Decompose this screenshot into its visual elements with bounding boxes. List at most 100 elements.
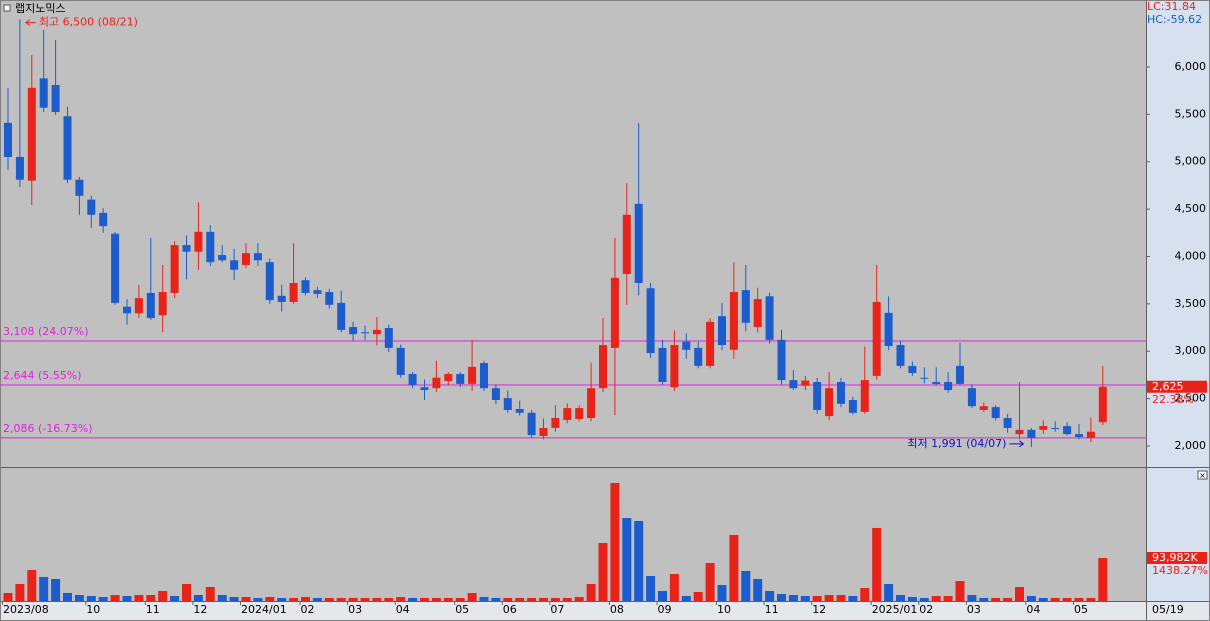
- volume-bar: [301, 597, 310, 601]
- candle-body: [825, 388, 834, 417]
- y-tick-label: 2,500: [1175, 392, 1207, 405]
- candle-body: [1027, 429, 1036, 438]
- volume-bar: [205, 587, 215, 601]
- volume-bar: [336, 597, 346, 601]
- y-tick-label: 3,000: [1175, 344, 1207, 357]
- volume-bar: [800, 596, 810, 601]
- candle-body: [789, 380, 798, 389]
- candle-body: [575, 408, 584, 419]
- candle-body: [706, 321, 715, 366]
- volume-bar: [217, 595, 227, 601]
- candle-body: [491, 388, 500, 401]
- volume-bar: [491, 597, 501, 601]
- candle-body: [1051, 427, 1060, 429]
- lc-label: LC:31.84: [1147, 0, 1196, 13]
- volume-bar: [1098, 558, 1108, 601]
- chart-title: 랩지노믹스: [15, 2, 66, 15]
- volume-bar: [265, 597, 275, 601]
- volume-bar: [753, 578, 763, 601]
- candle-body: [1003, 418, 1012, 428]
- volume-bar: [788, 595, 798, 601]
- x-tick-label: 04: [396, 603, 410, 616]
- y-tick-label: 5,000: [1175, 155, 1207, 168]
- low-arrow: [1009, 440, 1025, 448]
- x-tick-label: 08: [610, 603, 624, 616]
- volume-bar: [420, 597, 429, 601]
- x-tick-label: 11: [765, 603, 779, 616]
- x-tick-label: 12: [193, 603, 207, 616]
- candle-body: [1075, 434, 1083, 437]
- candle-body: [1015, 429, 1024, 435]
- volume-bar: [27, 569, 37, 601]
- candle-body: [1098, 386, 1107, 423]
- y-tick-label: 3,500: [1175, 297, 1207, 310]
- candle-body: [813, 382, 822, 410]
- date-label: 05/19: [1152, 603, 1184, 616]
- candle-body: [563, 408, 572, 420]
- volume-bar: [515, 597, 525, 601]
- candle-body: [944, 382, 953, 391]
- candle-body: [111, 233, 120, 303]
- volume-bar: [705, 562, 715, 601]
- volume-bar: [896, 595, 905, 601]
- volume-bar: [348, 597, 358, 601]
- candle-body: [170, 245, 179, 293]
- volume-bar: [598, 542, 608, 601]
- volume-bar: [372, 597, 382, 601]
- volume-bar: [74, 595, 84, 601]
- plot-background: [0, 0, 1146, 601]
- volume-bar: [182, 583, 191, 601]
- volume-bar: [467, 592, 477, 601]
- candle-body: [349, 327, 358, 335]
- candle-body: [87, 199, 96, 215]
- candle-body: [1063, 426, 1072, 435]
- x-tick-label: 2025/01: [872, 603, 918, 616]
- last-volume-box: [1147, 552, 1207, 565]
- volume-bar: [979, 597, 989, 601]
- candle-body: [313, 290, 322, 294]
- candle-body: [979, 406, 988, 410]
- volume-bar: [1026, 596, 1036, 601]
- candle-body: [253, 253, 262, 261]
- volume-bar: [741, 570, 751, 601]
- candle-body: [480, 363, 488, 389]
- x-tick-label: 03: [348, 603, 362, 616]
- volume-bar: [693, 591, 703, 601]
- candle-body: [182, 245, 191, 252]
- candle-body: [658, 347, 667, 383]
- candle-body: [456, 373, 465, 384]
- candle-body: [837, 382, 845, 404]
- volume-bar: [1015, 587, 1024, 601]
- volume-bar: [622, 518, 632, 601]
- volume-bar: [229, 597, 239, 601]
- volume-bar: [991, 597, 1001, 601]
- x-tick-label: 07: [550, 603, 564, 616]
- volume-bar: [717, 584, 727, 601]
- volume-bar: [134, 595, 144, 601]
- volume-bar: [443, 597, 453, 601]
- candle-body: [587, 388, 596, 419]
- last-price-label: 2,625: [1152, 380, 1184, 393]
- candle-body: [932, 382, 941, 384]
- volume-bar: [943, 596, 953, 601]
- volume-bar: [1038, 597, 1048, 601]
- x-tick-label: 06: [503, 603, 517, 616]
- candle-body: [420, 387, 429, 391]
- x-tick-label: 10: [86, 603, 100, 616]
- candle-body: [801, 380, 810, 386]
- candle-body: [908, 365, 917, 374]
- candle-body: [1039, 426, 1048, 430]
- volume-bar: [848, 596, 858, 601]
- x-tick-label: 05: [1074, 603, 1088, 616]
- close-box[interactable]: [1197, 470, 1208, 480]
- candle-body: [920, 377, 929, 379]
- x-tick-label: 05: [455, 603, 469, 616]
- volume-bar: [634, 520, 644, 601]
- candle-body: [967, 388, 976, 407]
- close-icon[interactable]: ×: [1199, 471, 1206, 480]
- x-tick-label: 03: [967, 603, 981, 616]
- candle-body: [729, 292, 738, 350]
- candle-body: [146, 292, 155, 319]
- candle-body: [956, 365, 964, 384]
- volume-bar: [919, 597, 929, 601]
